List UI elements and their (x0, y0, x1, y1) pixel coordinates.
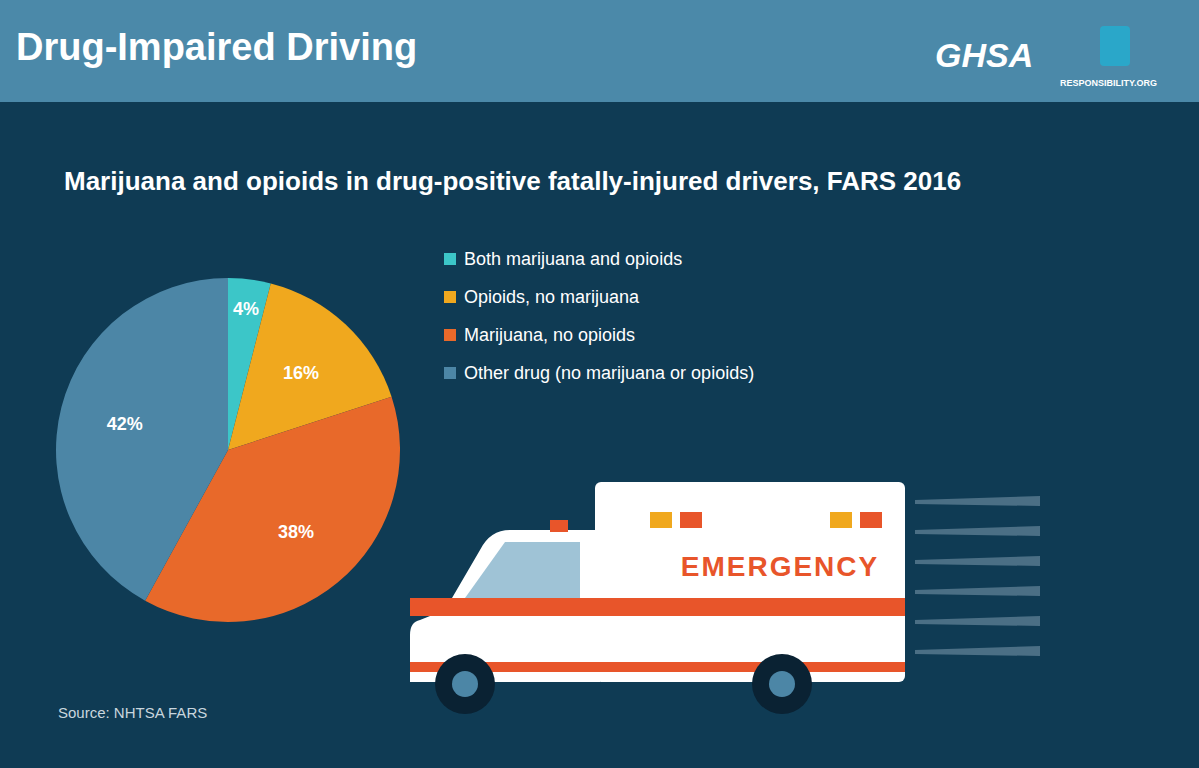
html-text:RESPONSIBILITY.ORG: RESPONSIBILITY.ORG (1060, 78, 1157, 88)
html-text:Marijuana, no opioids: Marijuana, no opioids (464, 324, 636, 345)
html-text:Both marijuana and opioids: Both marijuana and opioids (464, 248, 683, 269)
svg-text:38%: 38% (278, 522, 314, 542)
html-text:GHSA: GHSA (935, 36, 1034, 74)
svg-text:42%: 42% (107, 414, 143, 434)
html-text:Marijuana and opioids in drug-: Marijuana and opioids in drug-positive f… (64, 166, 962, 196)
html-text:Opioids, no marijuana: Opioids, no marijuana (464, 286, 640, 307)
html-text:Other drug (no marijuana or op: Other drug (no marijuana or opioids) (464, 362, 755, 383)
svg-text:EMERGENCY: EMERGENCY (681, 551, 879, 582)
html-text:Drug-Impaired Driving: Drug-Impaired Driving (16, 26, 418, 68)
svg-text:4%: 4% (233, 299, 259, 319)
svg-text:16%: 16% (283, 363, 319, 383)
html-text:Source: NHTSA FARS: Source: NHTSA FARS (58, 704, 208, 721)
